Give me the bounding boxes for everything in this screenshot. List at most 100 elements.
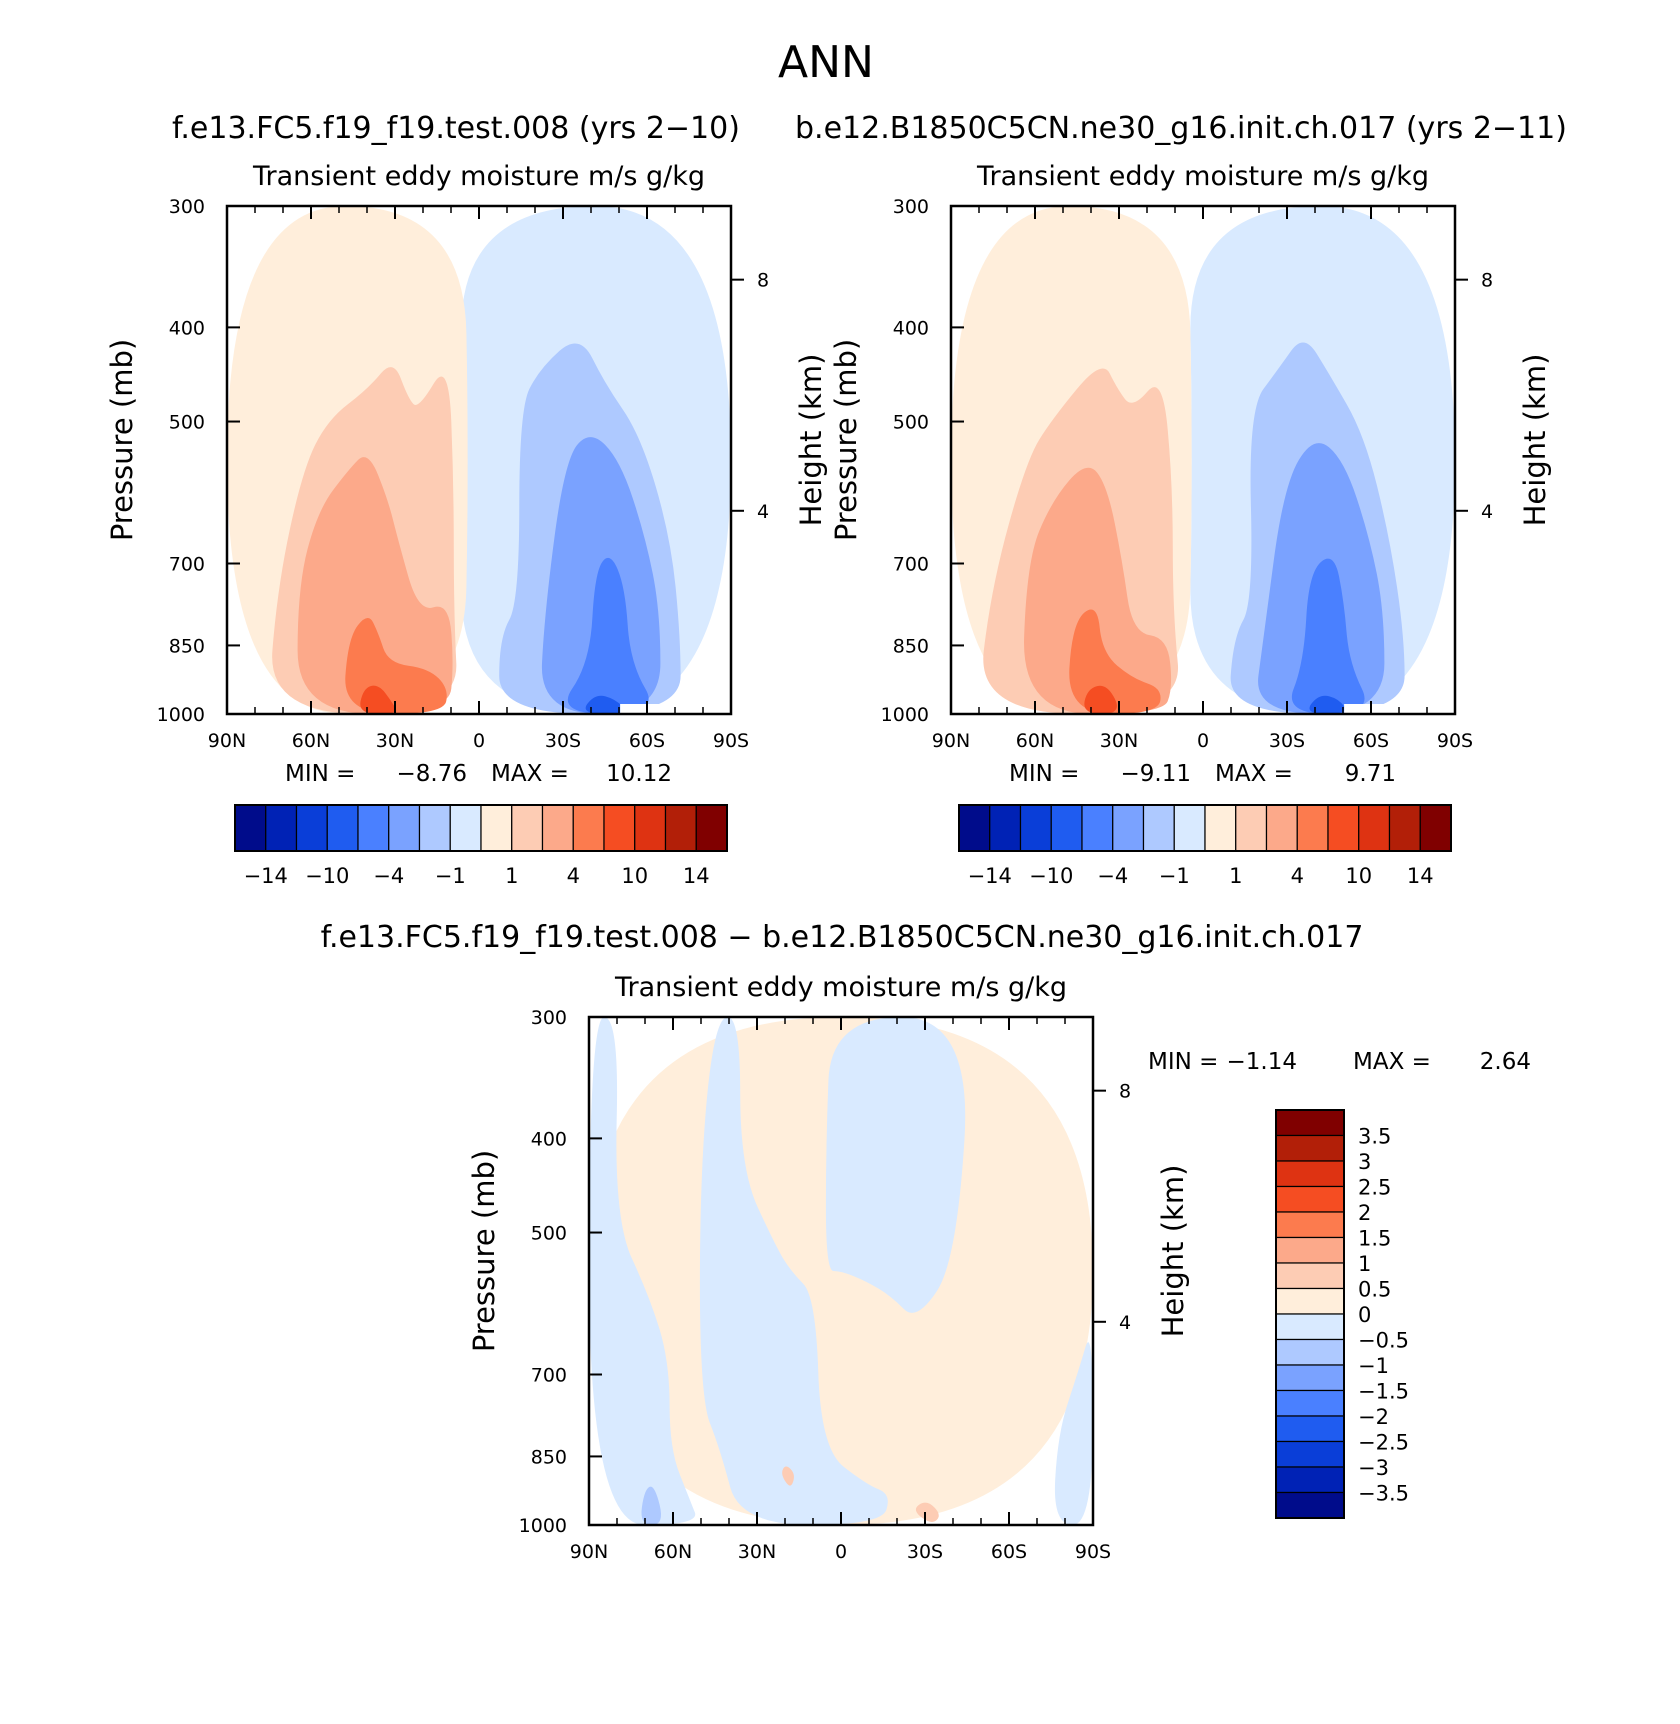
diff-max-label: MAX = (1353, 1049, 1431, 1075)
left-title: Transient eddy moisture m/s g/kg (252, 161, 705, 192)
right-colorbar-label: 14 (1407, 864, 1434, 888)
right-run-title: b.e12.B1850C5CN.ne30_g16.init.ch.017 (yr… (795, 111, 1567, 146)
diff-colorbar-label: 3.5 (1358, 1125, 1391, 1149)
diff-colorbar-label: 3 (1358, 1150, 1371, 1174)
right-colorbar-cell (1419, 804, 1452, 852)
right-colorbar-cell (1235, 804, 1268, 852)
right-min-value: −9.11 (1121, 761, 1191, 787)
right-max-value: 9.71 (1345, 761, 1396, 787)
diff-xtick-label: 60N (654, 1541, 692, 1563)
diff-colorbar-cell (1275, 1211, 1345, 1239)
right-colorbar-cell (1265, 804, 1298, 852)
diff-colorbar-cell (1275, 1109, 1345, 1137)
left-contours (227, 206, 731, 714)
left-xtick-label: 0 (473, 730, 485, 752)
diff-run-title: f.e13.FC5.f19_f19.test.008 − b.e12.B1850… (321, 920, 1364, 955)
diff-colorbar-cell (1275, 1134, 1345, 1162)
diff-ylabel: Pressure (mb) (467, 1150, 501, 1352)
right-colorbar-cell (958, 804, 991, 852)
diff-colorbar-label: −2.5 (1358, 1431, 1409, 1455)
left-panel: Transient eddy moisture m/s g/kg 90N 60N 30… (105, 161, 828, 888)
diff-colorbar-cell (1275, 1389, 1345, 1417)
right-colorbar-cell (1112, 804, 1145, 852)
diff-xtick-label: 0 (835, 1541, 847, 1563)
right-xtick-label: 60S (1353, 730, 1389, 752)
diff-xtick-label: 30S (907, 1541, 943, 1563)
diff-ytick-label: 850 (531, 1446, 567, 1468)
diff-colorbar-cell (1275, 1160, 1345, 1188)
right-colorbar-cell (1081, 804, 1114, 852)
season-title: ANN (778, 37, 874, 88)
right-ytick-label: 1000 (881, 704, 929, 726)
left-colorbar-cell (265, 804, 298, 852)
diff-colorbar-cell (1275, 1313, 1345, 1341)
left-colorbar-label: 1 (505, 864, 518, 888)
diff-contour-1 (589, 1017, 696, 1525)
right-ytick-label: 400 (893, 317, 929, 339)
right-ytick-label: 850 (893, 635, 929, 657)
diff-contour-6 (782, 1466, 794, 1486)
left-xtick-label: 30S (545, 730, 581, 752)
diff-ytick-label: 400 (531, 1128, 567, 1150)
right-contour-9 (1309, 695, 1346, 714)
left-colorbar-label: −4 (373, 864, 404, 888)
diff-colorbar-label: 2.5 (1358, 1176, 1391, 1200)
right-colorbar-cell (1358, 804, 1391, 852)
diff-colorbar-cell (1275, 1287, 1345, 1315)
diff-colorbar-label: −1.5 (1358, 1380, 1409, 1404)
left-xtick-label: 60N (292, 730, 330, 752)
left-colorbar-cell (326, 804, 359, 852)
diff-colorbar-label: 1 (1358, 1252, 1371, 1276)
diff-colorbar-label: −0.5 (1358, 1329, 1409, 1353)
right-xtick-label: 90S (1437, 730, 1473, 752)
right-panel: Transient eddy moisture m/s g/kg 90N 60N 30… (829, 161, 1552, 888)
diff-ytick-label: 700 (531, 1365, 567, 1387)
left-colorbar-label: −1 (435, 864, 466, 888)
right-y2label: Height (km) (1518, 354, 1552, 527)
left-colorbar-cell (572, 804, 605, 852)
right-colorbar-label: 4 (1291, 864, 1304, 888)
left-colorbar-cell (234, 804, 267, 852)
diff-contour-3 (825, 1017, 966, 1313)
right-y2tick-label: 4 (1481, 501, 1493, 523)
left-colorbar-label: 14 (683, 864, 710, 888)
diff-ytick-label: 300 (531, 1007, 567, 1029)
right-colorbar-cell (1142, 804, 1175, 852)
diff-colorbar-cell (1275, 1491, 1345, 1519)
left-ytick-label: 700 (169, 554, 205, 576)
left-xtick-label: 90N (208, 730, 246, 752)
left-ytick-label: 1000 (157, 704, 205, 726)
right-contour-8 (1291, 558, 1365, 714)
left-y2label: Height (km) (794, 354, 828, 527)
diff-title: Transient eddy moisture m/s g/kg (614, 972, 1067, 1003)
right-max-label: MAX = (1215, 761, 1293, 787)
left-colorbar-cell (634, 804, 667, 852)
diff-xtick-label: 90S (1075, 1541, 1111, 1563)
right-contours (951, 206, 1455, 714)
diff-xtick-label: 90N (570, 1541, 608, 1563)
diff-contour-5 (641, 1486, 662, 1525)
left-xtick-label: 60S (629, 730, 665, 752)
left-colorbar-label: 4 (567, 864, 580, 888)
right-colorbar-cell (1204, 804, 1237, 852)
diff-colorbar-cell (1275, 1440, 1345, 1468)
diff-colorbar-frame (1275, 1109, 1345, 1519)
left-ytick-label: 400 (169, 317, 205, 339)
diff-colorbar-cell (1275, 1185, 1345, 1213)
left-colorbar: −14 −10 −4 −1 1 4 10 14 (234, 804, 728, 888)
diff-contours (589, 1017, 1093, 1525)
diff-colorbar-label: 0 (1358, 1303, 1371, 1327)
diff-contour-4 (1054, 1342, 1093, 1525)
right-ylabel: Pressure (mb) (829, 339, 863, 541)
left-contour-3 (297, 457, 453, 714)
diff-y2label: Height (km) (1156, 1165, 1190, 1338)
right-colorbar-cell (989, 804, 1022, 852)
diff-xtick-label: 60S (991, 1541, 1027, 1563)
left-ytick-label: 300 (169, 196, 205, 218)
diff-ytick-label: 500 (531, 1223, 567, 1245)
right-title: Transient eddy moisture m/s g/kg (976, 161, 1429, 192)
left-colorbar-cell (449, 804, 482, 852)
right-colorbar-label: 10 (1345, 864, 1372, 888)
left-min-value: −8.76 (397, 761, 467, 787)
